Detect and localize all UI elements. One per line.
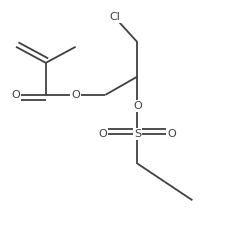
Text: O: O <box>167 129 176 139</box>
Text: O: O <box>71 90 80 100</box>
Text: O: O <box>99 129 107 139</box>
Text: O: O <box>133 101 142 111</box>
Text: S: S <box>134 129 141 139</box>
Text: Cl: Cl <box>109 12 120 22</box>
Text: O: O <box>12 90 20 100</box>
